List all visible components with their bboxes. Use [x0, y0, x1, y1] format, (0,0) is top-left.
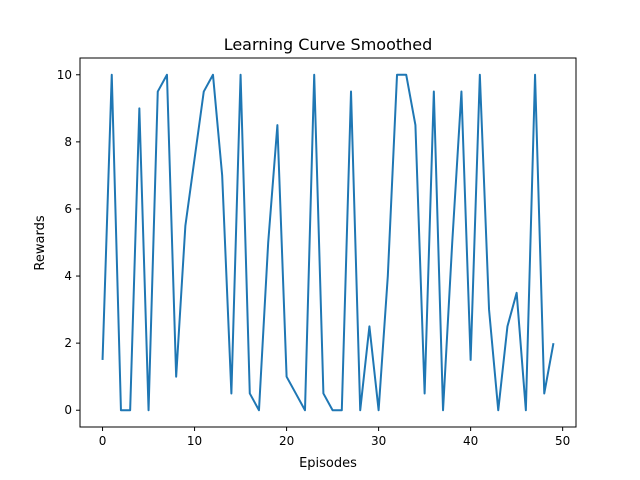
x-tick-label: 30: [371, 434, 386, 448]
x-tick-label: 0: [99, 434, 107, 448]
plot-frame: [79, 57, 577, 428]
y-tick-label: 10: [57, 68, 72, 82]
x-tick-label: 10: [187, 434, 202, 448]
series-line: [101, 73, 555, 412]
y-tick-label: 2: [64, 336, 72, 350]
y-tick-label: 0: [64, 403, 72, 417]
axis-ticks: 0 10 20 30 40 50 0 2 4 6 8 10: [57, 68, 571, 448]
chart-title: Learning Curve Smoothed: [224, 35, 433, 54]
x-axis-label: Episodes: [299, 456, 357, 471]
y-tick-label: 6: [64, 202, 72, 216]
y-axis-label: Rewards: [33, 215, 48, 270]
y-tick-label: 8: [64, 135, 72, 149]
y-tick-label: 4: [64, 269, 72, 283]
x-tick-label: 40: [463, 434, 478, 448]
x-tick-label: 20: [279, 434, 294, 448]
x-tick-label: 50: [555, 434, 570, 448]
